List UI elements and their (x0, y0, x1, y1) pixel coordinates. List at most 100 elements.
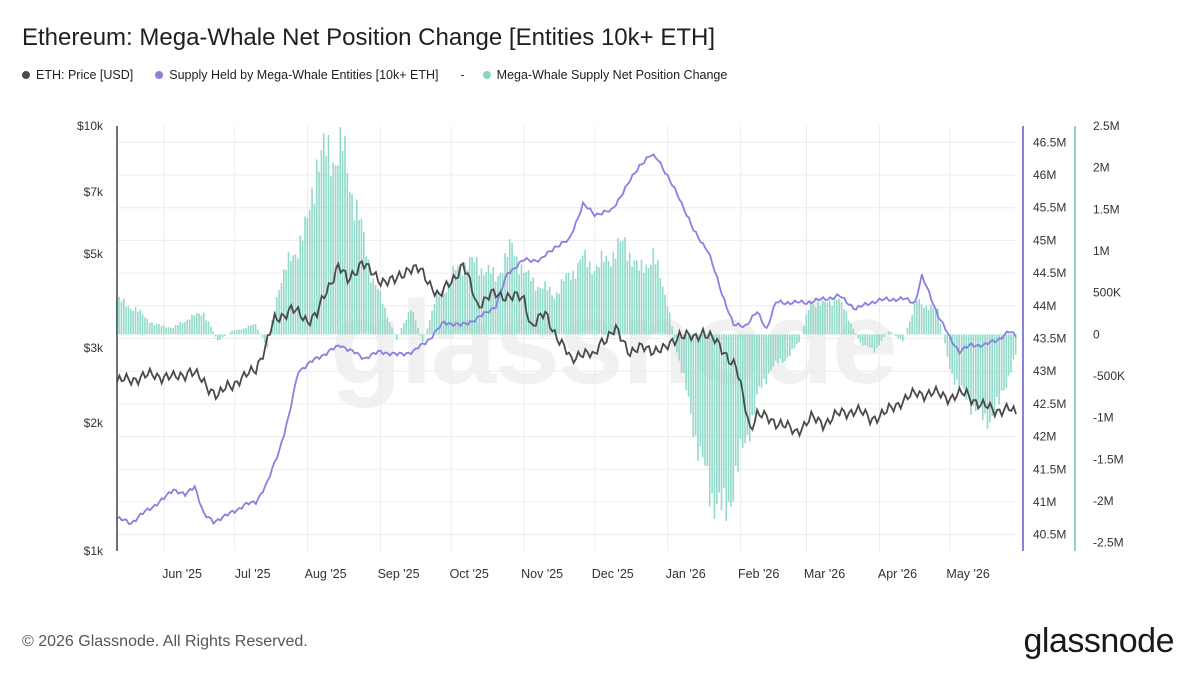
net-change-bar (424, 334, 426, 336)
net-change-bar (732, 334, 735, 502)
net-change-bar (450, 282, 452, 335)
net-change-bar (322, 133, 325, 335)
net-change-bar (393, 333, 396, 335)
net-change-bar (774, 334, 777, 361)
net-change-bar (334, 165, 337, 335)
net-change-bar (282, 269, 285, 335)
net-change-bar (452, 266, 455, 335)
legend-item-supply[interactable]: Supply Held by Mega-Whale Entities [10k+… (155, 68, 438, 82)
net-change-bar (395, 334, 398, 341)
net-change-bar (497, 275, 499, 335)
net-change-bar (683, 334, 685, 373)
net-change-bar (417, 327, 419, 335)
net-change-bar (205, 320, 207, 335)
net-change-bar (892, 333, 895, 335)
net-change-bar (699, 334, 702, 447)
net-change-bar (989, 334, 991, 423)
net-change-bar (1003, 334, 1005, 391)
net-change-bar (617, 237, 619, 335)
net-change-bar (704, 334, 706, 466)
net-change-bar (765, 334, 768, 385)
net-change-bar (638, 270, 640, 335)
net-change-bar (692, 334, 695, 438)
net-change-bar (193, 315, 196, 335)
net-change-bar (292, 255, 295, 335)
net-change-bar (332, 162, 335, 335)
net-change-bar (937, 309, 939, 335)
net-change-bar (511, 242, 513, 335)
net-change-bar (897, 334, 899, 338)
net-change-bar (878, 334, 881, 346)
net-change-bar (174, 324, 177, 335)
net-change-bar (184, 321, 186, 335)
net-change-bar (537, 286, 539, 335)
net-change-bar (132, 311, 134, 335)
net-change-bar (299, 235, 302, 335)
net-change-bar (671, 326, 673, 335)
net-change-bar (391, 327, 393, 335)
net-change-bar (254, 323, 257, 335)
net-change-bar (247, 325, 250, 335)
net-change-bar (925, 305, 928, 335)
net-change-bar (690, 334, 692, 415)
net-change-bar (788, 334, 791, 357)
net-change-bar (906, 328, 909, 335)
net-change-bar (534, 290, 537, 335)
net-change-bar (918, 298, 921, 335)
net-change-bar (548, 286, 551, 335)
legend-item-net-change[interactable]: Mega-Whale Supply Net Position Change (482, 68, 727, 82)
net-change-bar (887, 330, 890, 335)
x-tick-label: Jan '26 (666, 567, 706, 581)
net-change-bar (546, 290, 549, 335)
net-change-bar (631, 266, 633, 335)
net-change-bar (598, 267, 600, 335)
net-change-bar (160, 325, 163, 335)
net-change-bar (600, 250, 603, 335)
net-change-bar (873, 334, 876, 353)
net-change-bar (459, 263, 462, 335)
net-change-bar (118, 296, 120, 335)
net-change-bar (490, 273, 492, 335)
net-change-bar (555, 292, 558, 335)
net-change-bar (499, 272, 502, 335)
net-change-bar (480, 268, 483, 335)
net-change-bar (443, 293, 445, 335)
y-right2-tick-label: -500K (1093, 369, 1125, 383)
x-tick-label: May '26 (946, 567, 989, 581)
net-change-bar (883, 334, 885, 337)
y-right1-tick-label: 44M (1033, 299, 1056, 313)
net-change-bar (916, 300, 918, 335)
net-change-bar (525, 271, 527, 335)
net-change-bar (819, 305, 822, 335)
net-change-bar (501, 273, 504, 335)
net-change-bar (753, 334, 756, 415)
net-change-bar (120, 301, 123, 335)
y-right2-tick-label: 2M (1093, 161, 1110, 175)
legend-item-price[interactable]: ETH: Price [USD] (22, 68, 133, 82)
net-change-bar (857, 334, 859, 339)
net-change-bar (984, 334, 986, 414)
y-right1-tick-label: 41M (1033, 495, 1056, 509)
net-change-bar (228, 332, 231, 335)
net-change-bar (278, 290, 280, 335)
net-change-bar (777, 334, 779, 364)
net-change-bar (475, 256, 478, 335)
net-change-bar (640, 259, 643, 335)
legend-dash: - (460, 68, 465, 82)
net-change-bar (991, 334, 993, 417)
net-change-bar (551, 295, 553, 335)
net-change-bar (483, 275, 485, 335)
net-change-bar (927, 309, 930, 335)
net-change-bar (956, 334, 958, 380)
net-change-bar (466, 269, 469, 335)
net-change-bar (720, 334, 723, 511)
net-change-bar (577, 262, 579, 335)
net-change-bar (122, 298, 125, 335)
legend-dot-supply (155, 71, 164, 79)
net-change-bar (880, 334, 883, 342)
net-change-bar (647, 268, 650, 335)
net-change-bar (179, 322, 182, 335)
net-change-bar (290, 260, 292, 335)
net-change-bar (981, 334, 984, 420)
